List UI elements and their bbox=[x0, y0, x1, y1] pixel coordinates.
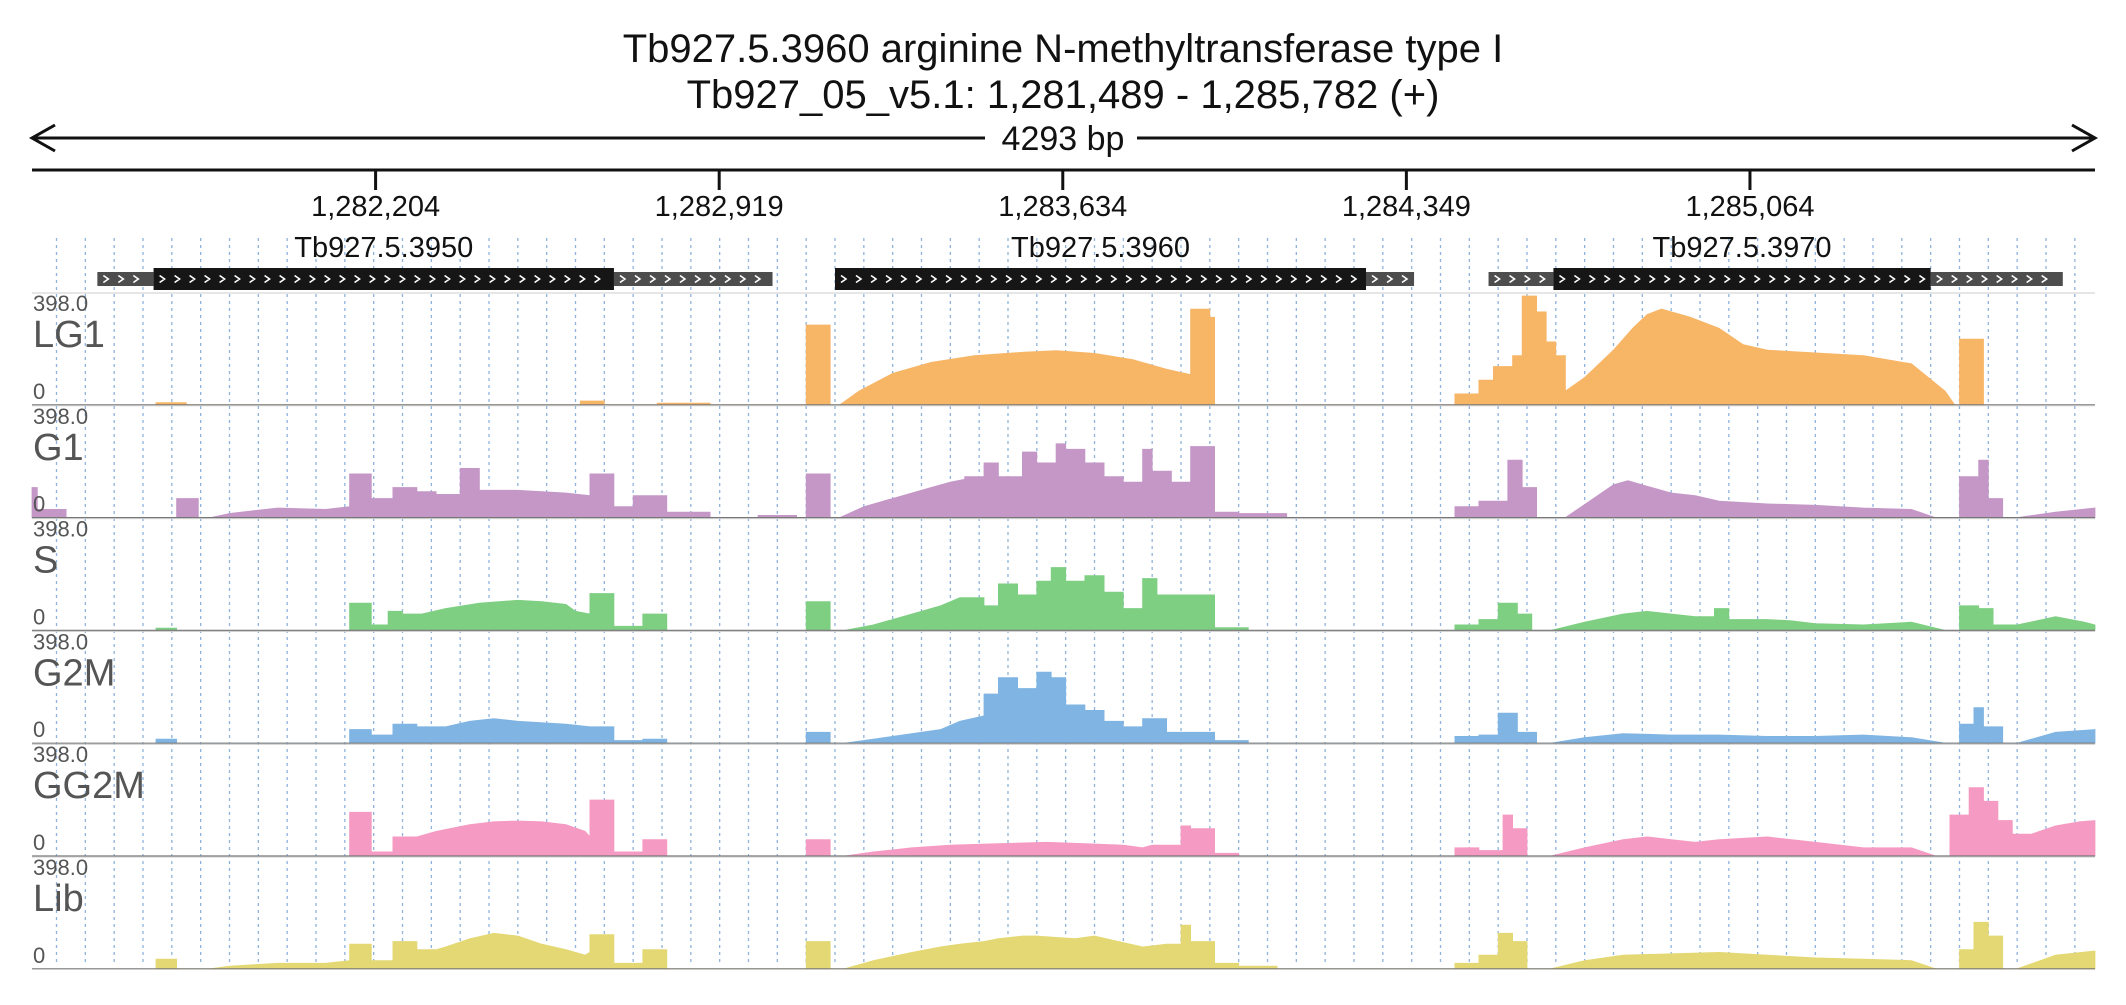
track-name: GG2M bbox=[33, 765, 145, 807]
coverage-area bbox=[155, 921, 2096, 970]
strand-chevrons bbox=[102, 274, 140, 284]
utr-block bbox=[1930, 272, 2063, 286]
track-max-label: 398.0 bbox=[33, 517, 88, 542]
tick-label: 1,283,634 bbox=[998, 191, 1127, 223]
gene-track: Tb927.5.3950 Tb927.5.3960 Tb927.5.3970 bbox=[97, 232, 2063, 290]
track-min-label: 0 bbox=[33, 379, 45, 404]
track-name: Lib bbox=[33, 878, 84, 920]
utr-block bbox=[97, 272, 154, 286]
track-g2m: 398.0 0 G2M bbox=[32, 629, 2096, 744]
strand-chevrons bbox=[1558, 274, 1926, 284]
strand-chevrons bbox=[619, 274, 762, 284]
track-max-label: 398.0 bbox=[33, 291, 88, 316]
track-min-label: 0 bbox=[33, 943, 45, 968]
utr-block bbox=[613, 272, 773, 286]
track-max-label: 398.0 bbox=[33, 855, 88, 880]
track-lg1: 398.0 0 LG1 bbox=[32, 291, 2095, 406]
length-arrow bbox=[28, 118, 2099, 158]
track-name: G2M bbox=[33, 652, 115, 694]
track-gg2m: 398.0 0 GG2M bbox=[32, 742, 2096, 857]
track-name: G1 bbox=[33, 427, 84, 469]
track-min-label: 0 bbox=[33, 604, 45, 629]
strand-chevrons bbox=[840, 274, 1358, 284]
track-name: S bbox=[33, 540, 58, 582]
track-lib: 398.0 0 Lib bbox=[32, 855, 2096, 970]
track-name: LG1 bbox=[33, 314, 105, 356]
length-label: 4293 bp bbox=[1002, 120, 1125, 158]
track-min-label: 0 bbox=[33, 830, 45, 855]
tick-label: 1,282,204 bbox=[311, 191, 440, 223]
cds-block bbox=[1553, 268, 1931, 290]
coverage-area bbox=[155, 567, 2096, 631]
strand-chevrons bbox=[1936, 274, 2049, 284]
strand-chevrons bbox=[1371, 274, 1409, 284]
coverage-area bbox=[349, 787, 2096, 857]
gene-label: Tb927.5.3950 bbox=[294, 232, 473, 264]
tick-label: 1,284,349 bbox=[1342, 191, 1471, 223]
strand-chevrons bbox=[1494, 274, 1546, 284]
tick-label: 1,282,919 bbox=[655, 191, 784, 223]
coverage-area bbox=[155, 671, 2096, 744]
coverage-area bbox=[155, 295, 1984, 406]
tick-label: 1,285,064 bbox=[1685, 191, 1814, 223]
chart-subtitle: Tb927_05_v5.1: 1,281,489 - 1,285,782 (+) bbox=[687, 73, 1440, 117]
gene-label: Tb927.5.3970 bbox=[1653, 232, 1832, 264]
axis-ticks: 1,282,204 1,282,919 1,283,634 1,284,349 1,28… bbox=[311, 170, 1814, 223]
cds-block bbox=[153, 268, 614, 290]
track-min-label: 0 bbox=[33, 717, 45, 742]
track-max-label: 398.0 bbox=[33, 629, 88, 654]
strand-chevrons bbox=[159, 274, 601, 284]
utr-block bbox=[1488, 272, 1554, 286]
coverage-area bbox=[31, 443, 2096, 518]
chart-title: Tb927.5.3960 arginine N-methyltransferas… bbox=[623, 27, 1504, 71]
track-max-label: 398.0 bbox=[33, 404, 88, 429]
track-g1: 398.0 0 G1 bbox=[31, 404, 2096, 519]
track-max-label: 398.0 bbox=[33, 742, 88, 767]
track-s: 398.0 0 S bbox=[32, 517, 2096, 632]
track-min-label: 0 bbox=[33, 492, 45, 517]
gene-label: Tb927.5.3960 bbox=[1011, 232, 1190, 264]
coverage-tracks: 398.00LG1398.00G1398.00S398.00G2M398.00G… bbox=[31, 291, 2096, 970]
